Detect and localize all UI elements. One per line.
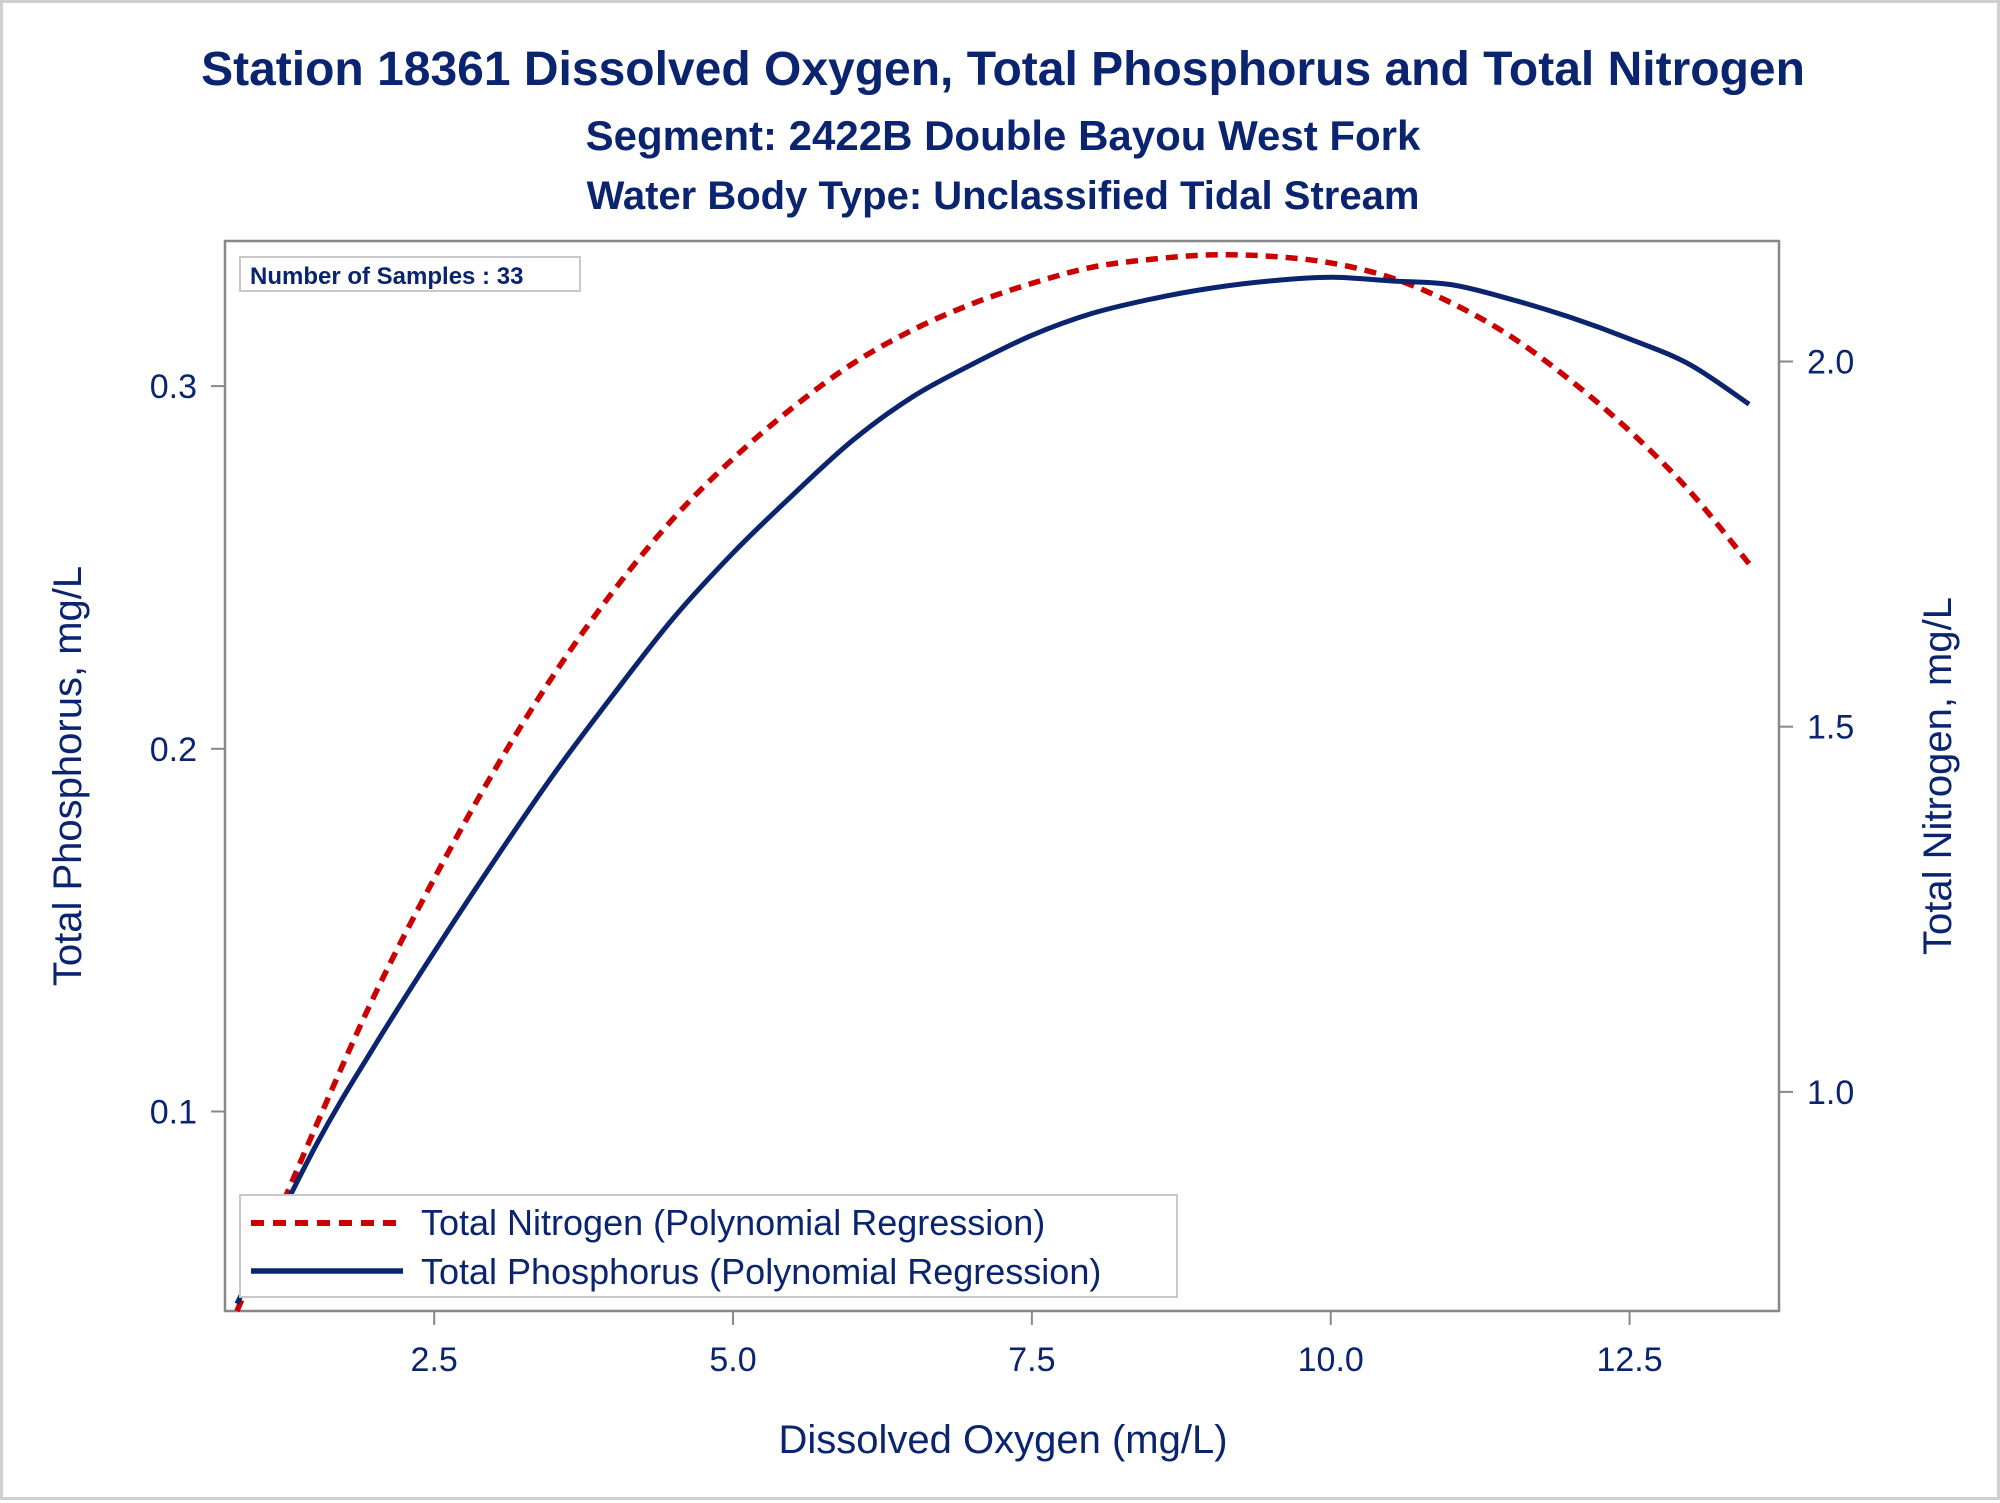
x-axis-label: Dissolved Oxygen (mg/L) [778,1418,1227,1462]
y-axis-right: 1.0 1.5 2.0 [1779,344,1854,1112]
x-tick-label: 5.0 [709,1341,756,1379]
x-axis: 2.5 5.0 7.5 10.0 12.5 [411,1311,1663,1379]
chart-svg: Station 18361 Dissolved Oxygen, Total Ph… [46,43,1960,1462]
plot-area [223,239,1781,1313]
legend-box [239,1194,1178,1298]
chart-subtitle-2: Water Body Type: Unclassified Tidal Stre… [587,174,1420,218]
y-right-tick-label: 1.5 [1807,709,1854,747]
x-tick-label: 10.0 [1298,1341,1364,1379]
series-line-total-nitrogen [234,251,1752,1313]
legend-label-nitrogen: Total Nitrogen (Polynomial Regression) [421,1202,1045,1243]
x-tick-label: 7.5 [1008,1341,1055,1379]
legend-label-phosphorus: Total Phosphorus (Polynomial Regression) [421,1251,1101,1292]
x-tick-label: 12.5 [1596,1341,1662,1379]
chart-title: Station 18361 Dissolved Oxygen, Total Ph… [201,43,1805,96]
chart-subtitle: Segment: 2422B Double Bayou West Fork [586,112,1421,159]
y-axis-left: 0.1 0.2 0.3 [150,368,225,1132]
series-layer [234,251,1752,1313]
y-left-tick-label: 0.3 [150,368,197,406]
y-axis-right-label: Total Nitrogen, mg/L [1916,597,1960,955]
sample-count-box [239,256,581,292]
y-left-tick-label: 0.1 [150,1094,197,1132]
legend: Total Nitrogen (Polynomial Regression) T… [239,1194,1178,1298]
x-tick-label: 2.5 [411,1341,458,1379]
y-right-tick-label: 2.0 [1807,344,1854,382]
y-right-tick-label: 1.0 [1807,1074,1854,1112]
y-axis-left-label: Total Phosphorus, mg/L [46,566,90,986]
sample-count-label: Number of Samples : 33 [250,263,523,290]
series-line-total-phosphorus [234,274,1751,1305]
y-left-tick-label: 0.2 [150,731,197,769]
sample-count-inset: Number of Samples : 33 [239,256,581,292]
